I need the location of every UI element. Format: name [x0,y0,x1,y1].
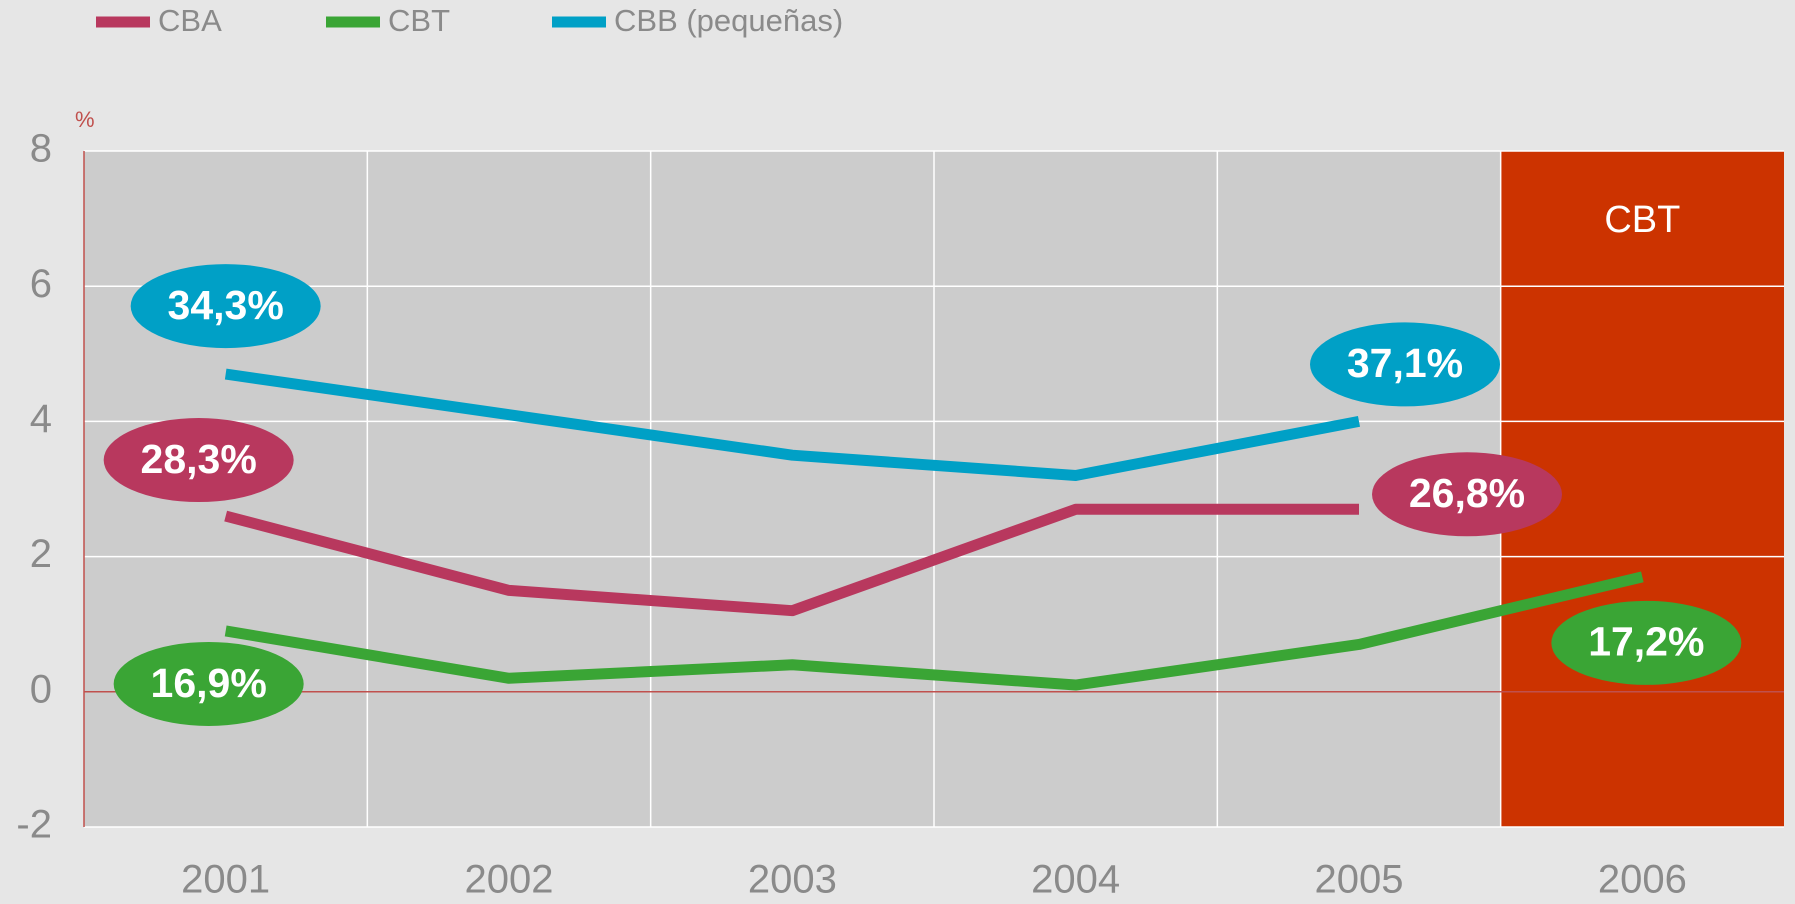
x-tick-label: 2005 [1315,858,1404,902]
y-tick-label: 6 [30,262,52,306]
annotation-bubble [1551,600,1742,685]
x-tick-label: 2006 [1598,858,1687,902]
annotation-bubble [103,418,294,503]
annotation-label: 28,3% [141,436,257,482]
annotation-label: 16,9% [151,660,267,706]
annotation-bubble [130,264,321,349]
series-line [224,571,1644,691]
legend-label: CBA [158,3,222,38]
y-tick-label: 0 [30,667,52,711]
annotation-label: 34,3% [168,282,284,328]
y-unit: % [75,107,95,132]
y-tick-label: -2 [16,803,52,847]
y-tick-label: 2 [30,532,52,576]
annotation-label: 37,1% [1347,340,1463,386]
annotation-bubble [113,641,304,726]
series-line [224,368,1361,481]
x-tick-label: 2004 [1031,858,1120,902]
y-tick-label: 4 [30,397,52,441]
annotation-label: 26,8% [1409,470,1525,516]
highlight-label: CBT [1604,199,1680,241]
annotation-label: 17,2% [1588,619,1704,665]
annotation-bubble [1310,322,1500,407]
x-tick-label: 2002 [465,858,554,902]
annotation-bubble [1372,452,1562,537]
legend-label: CBT [388,3,450,38]
x-tick-label: 2003 [748,858,837,902]
x-tick-label: 2001 [181,858,270,902]
series-line [224,503,1359,617]
y-tick-label: 8 [30,127,52,171]
legend-label: CBB (pequeñas) [614,3,843,38]
